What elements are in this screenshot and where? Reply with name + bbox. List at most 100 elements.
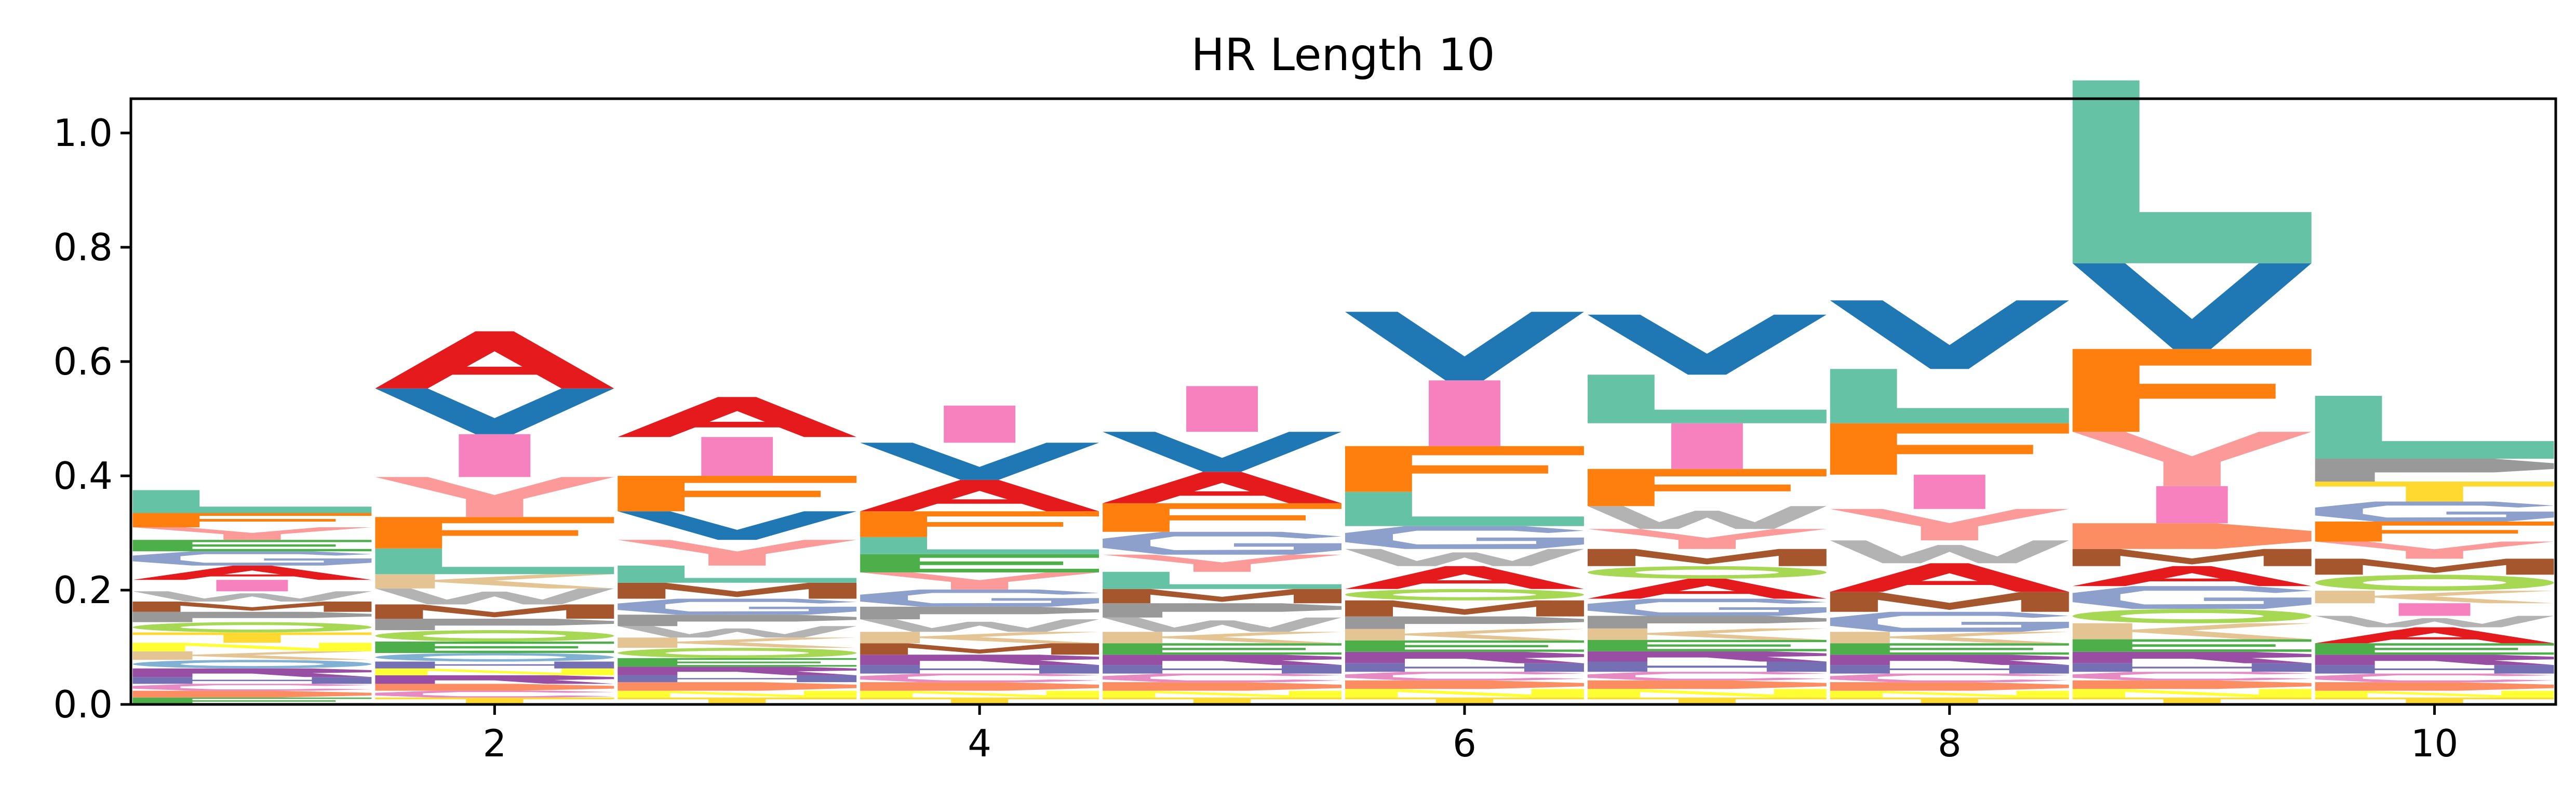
logo-letter-A — [618, 397, 857, 437]
logo-letter-T — [2315, 697, 2554, 704]
logo-letter-W — [375, 588, 614, 605]
logo-letter-H — [2072, 663, 2312, 672]
logo-letter-N — [132, 643, 372, 651]
logo-letter-R — [1103, 655, 1341, 665]
logo-column-3 — [618, 397, 857, 704]
logo-letter-Y — [375, 477, 614, 517]
logo-letter-D — [375, 684, 614, 691]
logo-letter-F — [1345, 446, 1584, 492]
logo-letter-A — [2315, 627, 2554, 644]
logo-letter-M — [1103, 589, 1341, 604]
logo-letter-T — [1830, 697, 2069, 704]
logo-letter-K — [1587, 628, 1827, 640]
logo-letter-H — [860, 665, 1099, 674]
logo-letter-T — [2315, 482, 2554, 502]
logo-letter-V — [2072, 263, 2312, 349]
logo-letter-V — [1345, 312, 1584, 381]
logo-letter-I — [1186, 386, 1258, 432]
logo-letter-H — [2315, 665, 2554, 674]
logo-letter-H — [375, 661, 614, 669]
logo-letter-C — [1587, 672, 1827, 681]
logo-letter-N — [1830, 690, 2069, 698]
logo-letter-C — [860, 673, 1099, 683]
logo-letter-F — [1830, 423, 2069, 475]
logo-letter-G — [618, 598, 857, 615]
logo-letter-S — [375, 630, 614, 642]
logo-letter-H — [132, 677, 372, 684]
logo-letter-P — [860, 606, 1099, 620]
logo-letter-V — [1587, 314, 1827, 375]
logo-column-8 — [1830, 300, 2069, 704]
logo-letter-Y — [1587, 529, 1827, 549]
logo-letter-Q — [375, 653, 614, 662]
logo-letter-W — [860, 619, 1099, 632]
logo-letter-R — [1830, 655, 2069, 665]
logo-letter-C — [1345, 672, 1584, 681]
logo-letter-A — [2072, 566, 2312, 586]
logo-letter-T — [375, 697, 614, 704]
logo-letter-N — [375, 668, 614, 675]
logo-letter-D — [2072, 523, 2312, 549]
logo-letter-R — [2072, 651, 2312, 663]
logo-letter-D — [618, 682, 857, 691]
logo-letter-R — [860, 655, 1099, 665]
y-tick-label: 0.2 — [53, 568, 113, 612]
logo-letter-V — [1830, 300, 2069, 369]
logo-letter-E — [1103, 643, 1341, 655]
logo-letter-L — [618, 565, 857, 583]
logo-letter-V — [1103, 432, 1341, 472]
logo-letter-F — [375, 517, 614, 549]
logo-letter-W — [1345, 549, 1584, 566]
logo-letter-I — [701, 437, 773, 476]
logo-letter-G — [2315, 501, 2554, 522]
logo-letter-D — [2315, 682, 2554, 691]
logo-letter-C — [1103, 673, 1341, 683]
logo-letter-Y — [1830, 509, 2069, 541]
logo-letter-S — [1345, 589, 1584, 601]
logo-letter-F — [1103, 503, 1341, 532]
logo-letter-D — [132, 690, 372, 698]
logo-letter-W — [618, 626, 857, 638]
logo-letter-W — [1103, 617, 1341, 632]
logo-letter-G — [1345, 526, 1584, 549]
logo-letter-R — [618, 666, 857, 675]
logo-letter-F — [618, 476, 857, 512]
y-tick-label: 0.4 — [53, 454, 113, 498]
logo-column-4 — [860, 405, 1099, 704]
logo-letter-G — [1103, 531, 1341, 555]
logo-letter-D — [1587, 680, 1827, 689]
logo-letter-K — [1345, 629, 1584, 641]
logo-letter-P — [1587, 616, 1827, 629]
logo-letter-N — [860, 690, 1099, 698]
logo-letter-Y — [132, 527, 372, 540]
logo-letter-A — [375, 331, 614, 389]
x-tick-label: 8 — [1938, 722, 1962, 765]
logo-letter-S — [618, 648, 857, 658]
logo-letter-S — [2315, 575, 2554, 591]
logo-letter-G — [2072, 586, 2312, 609]
logo-letter-K — [618, 637, 857, 648]
logo-letter-F — [860, 511, 1099, 537]
logo-letter-W — [1587, 506, 1827, 529]
logo-letter-I — [459, 434, 531, 477]
logo-letter-H — [618, 675, 857, 683]
logo-letter-L — [1345, 491, 1584, 526]
logo-column-5 — [1103, 386, 1341, 704]
logo-letter-V — [860, 443, 1099, 480]
logo-letter-I — [2398, 603, 2471, 616]
logo-letter-V — [375, 388, 614, 434]
logo-letter-N — [1587, 689, 1827, 698]
logo-letter-M — [2315, 558, 2554, 575]
logo-letter-L — [132, 490, 372, 513]
logo-letter-T — [2072, 697, 2312, 704]
plot-frame — [129, 97, 2557, 706]
logo-letter-Y — [2072, 432, 2312, 486]
logo-letter-S — [1587, 566, 1827, 579]
y-tick-label: 1.0 — [53, 111, 113, 155]
logo-column-7 — [1587, 314, 1827, 704]
logo-letter-P — [132, 611, 372, 622]
logo-letter-R — [1587, 651, 1827, 662]
logo-letter-P — [1103, 603, 1341, 618]
logo-column-6 — [1345, 312, 1584, 704]
logo-letter-K — [375, 574, 614, 589]
